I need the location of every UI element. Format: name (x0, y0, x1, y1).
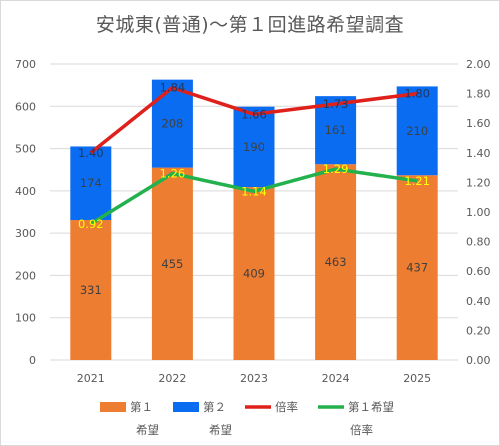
bar-value-label: 331 (80, 283, 102, 297)
y-right-tick-label: 1.80 (466, 88, 491, 101)
legend-swatch (100, 402, 126, 412)
bar-value-label: 174 (80, 176, 102, 190)
bar-segment (70, 220, 112, 360)
y-right-tick-label: 0.20 (466, 324, 491, 337)
y-right-tick-label: 0.40 (466, 295, 491, 308)
legend-label: 希望 (209, 423, 232, 437)
y-left-tick-label: 700 (15, 58, 36, 71)
legend-label: 倍率 (350, 423, 373, 437)
x-tick-label: 2023 (240, 372, 268, 385)
line-value-label: 1.84 (160, 81, 186, 95)
line-value-label: 1.29 (323, 162, 349, 176)
line-value-label: 0.92 (78, 217, 104, 231)
bar-segment (233, 106, 275, 188)
x-tick-label: 2022 (158, 372, 186, 385)
bar-value-label: 437 (406, 261, 428, 275)
y-right-tick-label: 1.60 (466, 117, 491, 130)
x-tick-label: 2025 (403, 372, 431, 385)
y-left-tick-label: 500 (15, 143, 36, 156)
bar-segment (315, 164, 357, 360)
line-series (89, 85, 418, 155)
line-value-label: 1.14 (241, 184, 267, 198)
y-right-tick-label: 2.00 (466, 58, 491, 71)
y-right-tick-label: 1.20 (466, 176, 491, 189)
bar-value-label: 208 (161, 117, 183, 131)
chart-title: 安城東(普通)～第１回進路希望調査 (95, 14, 405, 36)
bar-value-label: 409 (243, 267, 265, 281)
x-tick-label: 2021 (77, 372, 105, 385)
y-right-tick-label: 1.40 (466, 147, 491, 160)
legend-label: 第１ (130, 400, 153, 414)
y-right-tick-label: 0.00 (466, 354, 491, 367)
y-right-tick-label: 1.00 (466, 206, 491, 219)
y-left-tick-label: 100 (15, 312, 36, 325)
bar-value-label: 455 (161, 257, 183, 271)
line-value-label: 1.66 (241, 107, 267, 121)
line-value-label: 1.40 (78, 146, 104, 160)
legend-label: 希望 (136, 423, 159, 437)
legend-label: 倍率 (275, 400, 298, 414)
x-tick-label: 2024 (322, 372, 350, 385)
y-left-tick-label: 200 (15, 269, 36, 282)
legend-label: 第１希望 (348, 400, 394, 414)
bar-segment (70, 146, 112, 221)
y-left-tick-label: 600 (15, 100, 36, 113)
line-value-label: 1.21 (404, 174, 430, 188)
line-value-label: 1.26 (160, 167, 186, 181)
line-value-label: 1.80 (404, 87, 430, 101)
bar-value-label: 463 (325, 255, 347, 269)
y-left-tick-label: 400 (15, 185, 36, 198)
bar-value-label: 210 (406, 124, 428, 138)
y-left-tick-label: 300 (15, 227, 36, 240)
y-right-tick-label: 0.80 (466, 236, 491, 249)
bar-segment (315, 96, 357, 165)
bar-value-label: 190 (243, 140, 265, 154)
bar-segment (151, 167, 193, 360)
bar-segment (396, 86, 438, 176)
legend-swatch (173, 402, 199, 412)
line-value-label: 1.73 (323, 97, 349, 111)
y-left-tick-label: 0 (29, 354, 36, 367)
bar-segment (396, 175, 438, 360)
legend-label: 第２ (203, 400, 226, 414)
line-series (89, 167, 418, 226)
bar-segment (233, 187, 275, 360)
y-right-tick-label: 0.60 (466, 265, 491, 278)
bar-segment (151, 79, 193, 168)
bar-value-label: 161 (325, 123, 347, 137)
